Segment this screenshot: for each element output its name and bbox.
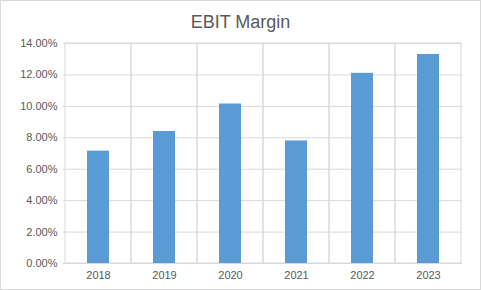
svg-text:2019: 2019 xyxy=(152,269,176,281)
html-text:EBIT Margin: EBIT Margin xyxy=(190,12,291,32)
svg-text:2021: 2021 xyxy=(284,269,308,281)
svg-text:2.00%: 2.00% xyxy=(26,226,57,238)
svg-text:0.00%: 0.00% xyxy=(26,257,57,269)
svg-text:12.00%: 12.00% xyxy=(20,68,58,80)
svg-text:2022: 2022 xyxy=(350,269,374,281)
svg-text:14.00%: 14.00% xyxy=(20,37,58,49)
svg-text:2018: 2018 xyxy=(86,269,110,281)
svg-text:10.00%: 10.00% xyxy=(20,100,58,112)
svg-text:2020: 2020 xyxy=(218,269,242,281)
svg-text:8.00%: 8.00% xyxy=(26,131,57,143)
svg-text:6.00%: 6.00% xyxy=(26,163,57,175)
svg-text:2023: 2023 xyxy=(416,269,440,281)
svg-text:4.00%: 4.00% xyxy=(26,194,57,206)
